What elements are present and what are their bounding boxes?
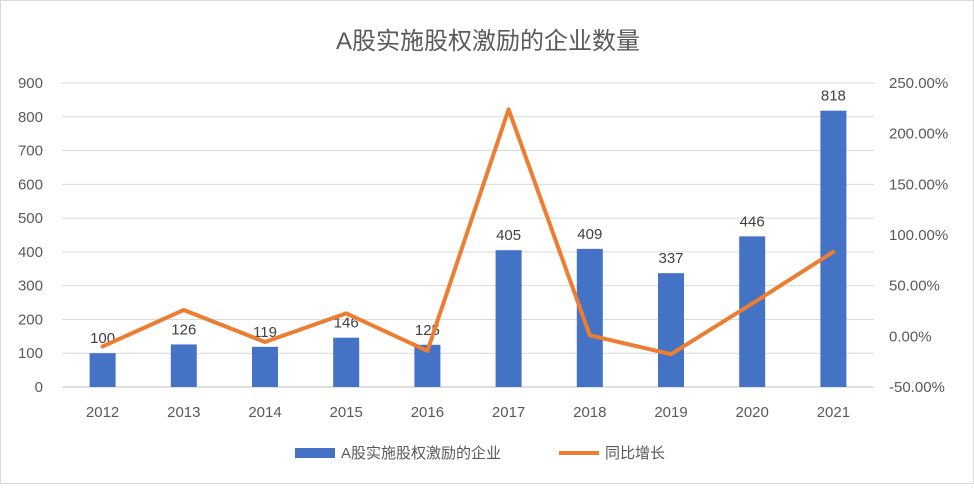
- bar: [89, 353, 116, 387]
- x-axis-tick-label: 2014: [248, 404, 281, 421]
- bar: [820, 110, 847, 387]
- left-axis-tick-label: 600: [18, 176, 43, 193]
- right-axis-tick-label: 250.00%: [889, 75, 948, 92]
- left-axis-tick-label: 500: [18, 210, 43, 227]
- right-axis-tick-label: 150.00%: [889, 176, 948, 193]
- legend-line-label: 同比增长: [605, 445, 665, 462]
- chart-title: A股实施股权激励的企业数量: [336, 28, 640, 55]
- x-axis-tick-label: 2019: [654, 404, 687, 421]
- left-axis-tick-label: 300: [18, 278, 43, 295]
- bar-data-label: 409: [577, 226, 602, 243]
- bar: [739, 236, 766, 387]
- left-axis-tick-label: 400: [18, 244, 43, 261]
- right-axis-tick-label: 0.00%: [889, 328, 932, 345]
- bar-data-label: 337: [658, 250, 683, 267]
- legend-bar-label: A股实施股权激励的企业: [341, 444, 501, 462]
- bar-data-label: 119: [253, 324, 277, 341]
- bar: [252, 346, 278, 387]
- left-axis-tick-label: 800: [18, 109, 43, 126]
- left-axis-tick-label: 700: [18, 143, 43, 160]
- x-axis-tick-label: 2017: [492, 404, 525, 421]
- x-axis-tick-label: 2013: [167, 404, 200, 421]
- bar-data-label: 405: [496, 227, 521, 244]
- x-axis-tick-label: 2018: [573, 404, 606, 421]
- right-axis-tick-label: 100.00%: [889, 227, 948, 244]
- bar-data-label: 126: [171, 321, 196, 338]
- x-axis-tick-label: 2016: [411, 404, 444, 421]
- bar-data-label: 146: [334, 315, 359, 332]
- bar: [495, 250, 522, 387]
- bar-data-label: 446: [740, 213, 765, 230]
- left-axis-tick-label: 900: [18, 75, 43, 92]
- right-axis-tick-label: 50.00%: [889, 278, 940, 295]
- right-axis-tick-label: 200.00%: [889, 126, 948, 143]
- x-axis-tick-label: 2015: [330, 404, 363, 421]
- left-axis-tick-label: 0: [35, 379, 43, 396]
- right-axis-tick-label: -50.00%: [889, 379, 945, 396]
- bar: [333, 337, 360, 387]
- growth-line: [100, 107, 836, 357]
- x-axis-tick-label: 2020: [736, 404, 769, 421]
- x-axis-tick-label: 2012: [86, 404, 119, 421]
- bar: [658, 273, 684, 387]
- x-axis-tick-label: 2021: [817, 404, 850, 421]
- left-axis-tick-label: 200: [18, 311, 43, 328]
- legend-bar-swatch: [295, 448, 335, 458]
- left-axis-tick-label: 100: [18, 345, 43, 362]
- bar-data-label: 818: [821, 88, 846, 105]
- bar: [576, 248, 603, 387]
- legend: A股实施股权激励的企业 同比增长: [295, 444, 665, 462]
- bar: [170, 344, 197, 387]
